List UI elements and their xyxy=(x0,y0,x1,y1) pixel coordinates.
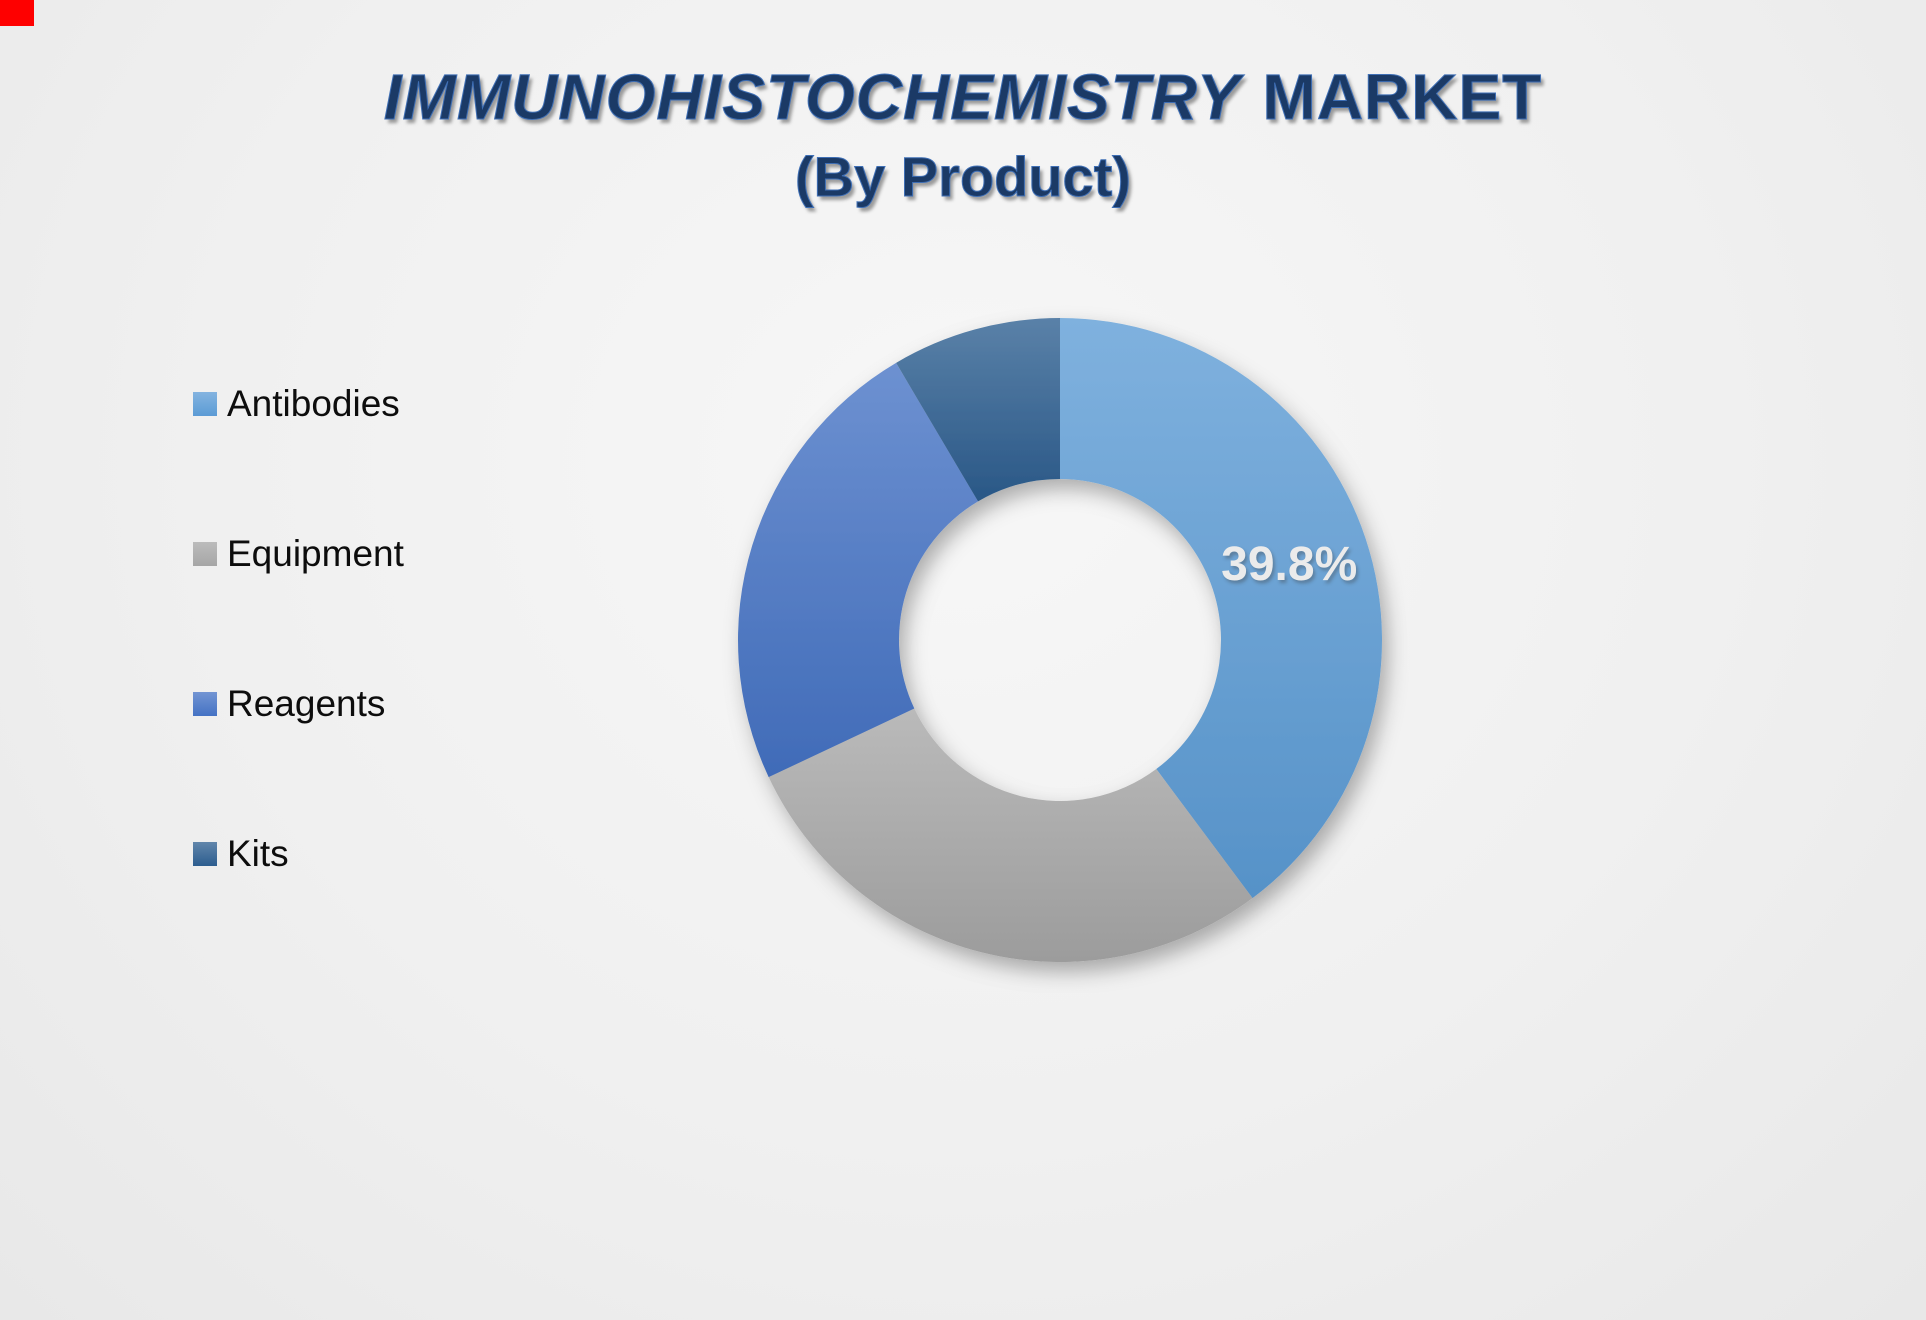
legend-label: Reagents xyxy=(227,683,386,724)
legend-label: Equipment xyxy=(227,533,404,574)
chart-title-suffix: MARKET xyxy=(1262,61,1543,134)
legend-swatch xyxy=(193,692,217,716)
legend-item-reagents: Reagents xyxy=(193,683,404,725)
corner-marker xyxy=(0,0,34,26)
legend: Antibodies Equipment Reagents Kits xyxy=(193,383,404,875)
legend-label: Kits xyxy=(227,833,289,874)
legend-item-kits: Kits xyxy=(193,833,404,875)
legend-swatch xyxy=(193,392,217,416)
legend-swatch xyxy=(193,542,217,566)
slice-kits xyxy=(896,318,1060,502)
chart-title-block: IMMUNOHISTOCHEMISTRY MARKET (By Product) xyxy=(0,60,1926,209)
legend-label: Antibodies xyxy=(227,383,400,424)
chart-title: IMMUNOHISTOCHEMISTRY MARKET xyxy=(0,60,1926,134)
legend-item-antibodies: Antibodies xyxy=(193,383,404,425)
donut-svg: 39.8% xyxy=(738,318,1382,962)
legend-swatch xyxy=(193,842,217,866)
donut-chart: 39.8% xyxy=(705,283,1415,993)
slice-value-label: 39.8% xyxy=(1221,538,1357,591)
chart-subtitle: (By Product) xyxy=(795,145,1132,209)
slice-antibodies xyxy=(1060,318,1382,899)
slice-equipment xyxy=(768,708,1253,962)
chart-title-main: IMMUNOHISTOCHEMISTRY xyxy=(383,61,1241,134)
slice-reagents xyxy=(738,362,979,778)
legend-item-equipment: Equipment xyxy=(193,533,404,575)
